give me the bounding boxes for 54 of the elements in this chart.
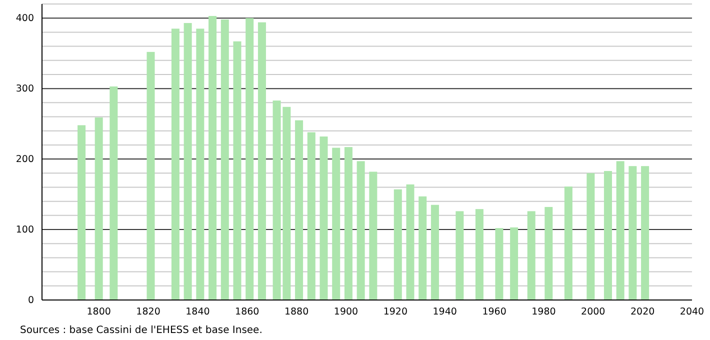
- bar: [110, 86, 118, 300]
- bar: [456, 211, 464, 300]
- y-tick-label: 100: [16, 224, 34, 236]
- bar: [604, 171, 612, 300]
- bar: [586, 173, 595, 300]
- bar: [233, 41, 242, 300]
- bar: [356, 161, 365, 300]
- x-tick-label: 1960: [482, 306, 506, 318]
- bar: [430, 204, 439, 300]
- bar: [641, 166, 650, 300]
- x-tick-label: 1800: [86, 306, 111, 318]
- bar: [220, 20, 229, 300]
- bar: [246, 18, 254, 300]
- x-tick-label: 2020: [630, 306, 655, 318]
- x-tick-label: 2040: [680, 306, 704, 318]
- bar: [418, 196, 427, 300]
- y-tick-label: 0: [28, 295, 34, 306]
- bar: [544, 206, 553, 300]
- bar: [344, 147, 352, 300]
- source-note: Sources : base Cassini de l'EHESS et base Insee.: [20, 325, 262, 336]
- bar: [94, 117, 103, 300]
- bar: [196, 28, 204, 300]
- bar: [406, 184, 414, 300]
- x-tick-label: 1980: [532, 306, 556, 318]
- bar: [394, 189, 402, 300]
- bar: [475, 209, 484, 300]
- bar: [78, 125, 86, 300]
- bar: [258, 22, 266, 300]
- x-tick-label: 2000: [581, 306, 606, 318]
- x-tick-label: 1880: [284, 306, 309, 318]
- y-tick-label: 200: [16, 154, 34, 166]
- bar: [616, 161, 624, 300]
- bar: [495, 228, 504, 300]
- y-tick-label: 400: [16, 13, 34, 24]
- x-tick-label: 1900: [334, 306, 358, 318]
- x-tick-label: 1820: [136, 306, 160, 318]
- bar: [307, 132, 316, 300]
- x-tick-label: 1920: [383, 306, 408, 318]
- bar: [332, 148, 340, 300]
- bar: [564, 186, 572, 300]
- bar: [510, 227, 518, 300]
- bar: [295, 120, 304, 300]
- x-tick-label: 1860: [235, 306, 260, 318]
- bar: [171, 28, 180, 300]
- bar: [208, 16, 217, 300]
- x-tick-label: 1940: [432, 306, 457, 318]
- bar: [628, 166, 637, 300]
- bar: [527, 211, 536, 300]
- bar: [320, 136, 328, 300]
- bar: [184, 23, 192, 300]
- bar: [146, 52, 155, 300]
- x-tick-label: 1840: [186, 306, 210, 318]
- y-tick-label: 300: [16, 84, 34, 95]
- bar: [369, 172, 378, 300]
